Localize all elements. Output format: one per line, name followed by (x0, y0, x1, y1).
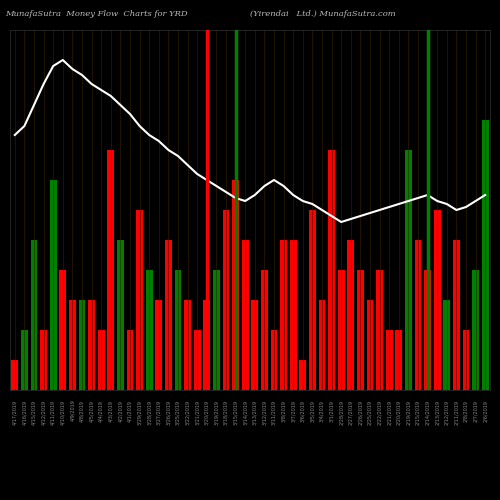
Bar (232, 180, 239, 390)
Bar (117, 240, 124, 390)
Bar (136, 210, 143, 390)
Bar (146, 270, 152, 390)
Bar (50, 180, 56, 390)
Bar (69, 300, 76, 390)
Bar (78, 300, 86, 390)
Bar (405, 150, 412, 390)
Bar (12, 360, 18, 390)
Bar (348, 240, 354, 390)
Bar (482, 120, 488, 390)
Bar (21, 330, 28, 390)
Bar (194, 330, 200, 390)
Bar (270, 330, 278, 390)
Text: (Yirendai   Ltd.) MunafaSutra.com: (Yirendai Ltd.) MunafaSutra.com (250, 10, 396, 18)
Bar (434, 210, 440, 390)
Bar (108, 150, 114, 390)
Bar (309, 210, 316, 390)
Bar (318, 300, 326, 390)
Bar (338, 270, 344, 390)
Text: MunafaSutra  Money Flow  Charts for YRD: MunafaSutra Money Flow Charts for YRD (5, 10, 188, 18)
Bar (462, 330, 469, 390)
Bar (300, 360, 306, 390)
Bar (396, 330, 402, 390)
Bar (424, 270, 431, 390)
Bar (88, 300, 95, 390)
Bar (30, 240, 38, 390)
Bar (444, 300, 450, 390)
Bar (261, 270, 268, 390)
Bar (184, 300, 191, 390)
Bar (242, 240, 248, 390)
Bar (165, 240, 172, 390)
Bar (357, 270, 364, 390)
Bar (472, 270, 479, 390)
Bar (60, 270, 66, 390)
Bar (222, 210, 230, 390)
Bar (280, 240, 287, 390)
Bar (453, 240, 460, 390)
Bar (414, 240, 422, 390)
Bar (40, 330, 47, 390)
Bar (204, 300, 210, 390)
Bar (174, 270, 182, 390)
Bar (98, 330, 104, 390)
Bar (156, 300, 162, 390)
Bar (126, 330, 134, 390)
Bar (328, 150, 335, 390)
Bar (386, 330, 392, 390)
Bar (213, 270, 220, 390)
Bar (366, 300, 374, 390)
Bar (290, 240, 296, 390)
Bar (252, 300, 258, 390)
Bar (376, 270, 383, 390)
